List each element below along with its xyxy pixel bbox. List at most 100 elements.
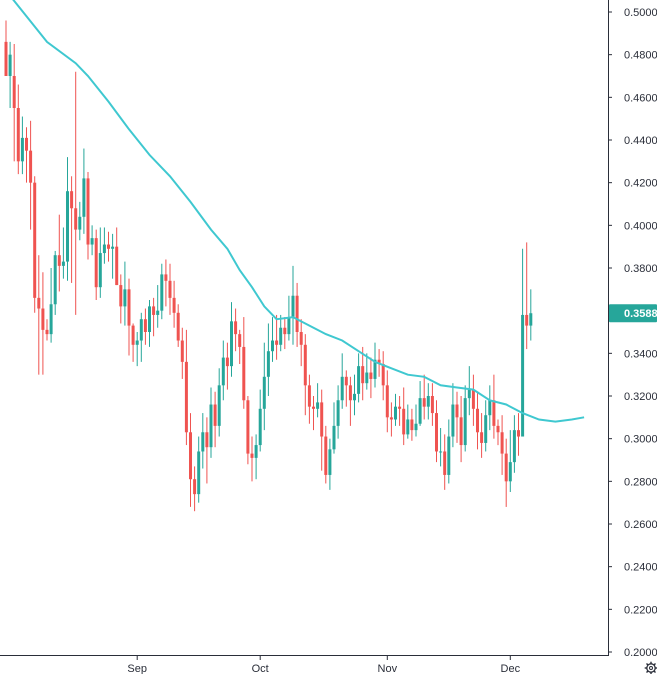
candle [316,383,320,418]
candle [115,227,119,286]
price-tick-label: 0.2000 [624,647,657,659]
candle-body-down [250,453,254,458]
candle [225,342,229,390]
candle [152,297,156,337]
candle [172,280,176,328]
candle-body-down [500,432,504,454]
candle-body-up [271,340,274,352]
candle-body-down [385,385,389,418]
candle [123,261,127,326]
candle [12,44,16,162]
candle-body-down [525,314,529,326]
candle [90,225,94,256]
candle [406,404,410,439]
candle-body-up [336,400,340,426]
candle-body-up [221,357,225,386]
candle [455,391,459,443]
candle-body-down [246,400,250,454]
last-price-tag: 0.3588 [609,304,657,323]
candle [143,308,147,345]
candle [471,374,475,426]
candle-body-up [82,178,86,217]
price-tick-label: 0.3800 [624,263,657,275]
settings-gear-icon[interactable] [644,661,657,675]
time-tick-label: Nov [378,663,398,674]
candle-body-down [496,425,500,433]
candle-body-up [148,306,151,332]
candle-body-up [521,314,525,437]
candle [418,381,422,426]
time-axis[interactable]: Sep Oct Nov Dec [127,656,521,675]
candle-body-down [389,417,393,420]
candle [221,340,225,401]
candle-body-down [320,402,324,437]
candle [398,396,402,426]
candle [139,312,143,362]
price-tick-label: 0.2400 [624,562,657,574]
candle [279,314,283,352]
candle-body-down [41,308,45,330]
candle [8,41,12,108]
candle-body-up [61,261,65,266]
candle-body-down [398,406,402,409]
candle-body-down [459,417,463,446]
candle [246,396,250,465]
candle-body-down [455,404,459,418]
candle [283,317,287,350]
candle-body-down [152,306,156,315]
candle [238,329,242,364]
candle-body-down [504,453,508,482]
candle-body-down [12,76,16,108]
candle-body-up [156,310,160,315]
candle [443,434,447,490]
candle-body-down [443,451,447,475]
candle [230,302,233,377]
candle-body-up [340,376,344,401]
candle-body-down [37,297,41,309]
candle-body-down [303,344,307,386]
candle [82,148,86,234]
candle [74,71,78,315]
candle [332,402,336,454]
candle [394,393,397,426]
last-price-tag-background [609,304,657,323]
candle-body-up [262,376,266,409]
time-tick-label: Dec [501,663,521,674]
candle [344,370,348,407]
price-axis[interactable]: 0.5000 0.4800 0.4600 0.4400 0.4200 0.4000 0.38… [608,7,657,659]
candle [389,402,393,437]
candle-body-up [463,398,467,446]
candle [217,368,221,437]
price-tick-label: 0.4000 [624,220,657,232]
candle [119,274,123,324]
candle [266,323,270,396]
candle [435,400,438,463]
candle [385,370,389,433]
candle [496,419,500,446]
candle-body-down [33,182,37,298]
candle [4,20,8,76]
candle-body-up [529,313,533,326]
candle [467,366,471,416]
candle [201,413,205,469]
price-tick-label: 0.2600 [624,519,657,531]
candle [357,353,361,403]
candle [176,304,180,347]
candle-body-down [29,150,33,183]
candle [402,387,406,446]
candle-body-down [377,359,381,364]
candle-body-down [225,357,229,367]
moving-average-line [12,0,585,423]
candle [299,319,303,367]
candle [94,229,98,300]
candle-body-up [258,408,262,446]
candle-body-down [74,208,78,230]
candle-body-down [168,280,172,298]
candle-body-down [184,361,188,433]
candle-body-up [512,430,516,463]
candle-body-up [123,289,127,307]
candle [234,308,238,352]
price-tick-label: 0.2200 [624,604,657,616]
